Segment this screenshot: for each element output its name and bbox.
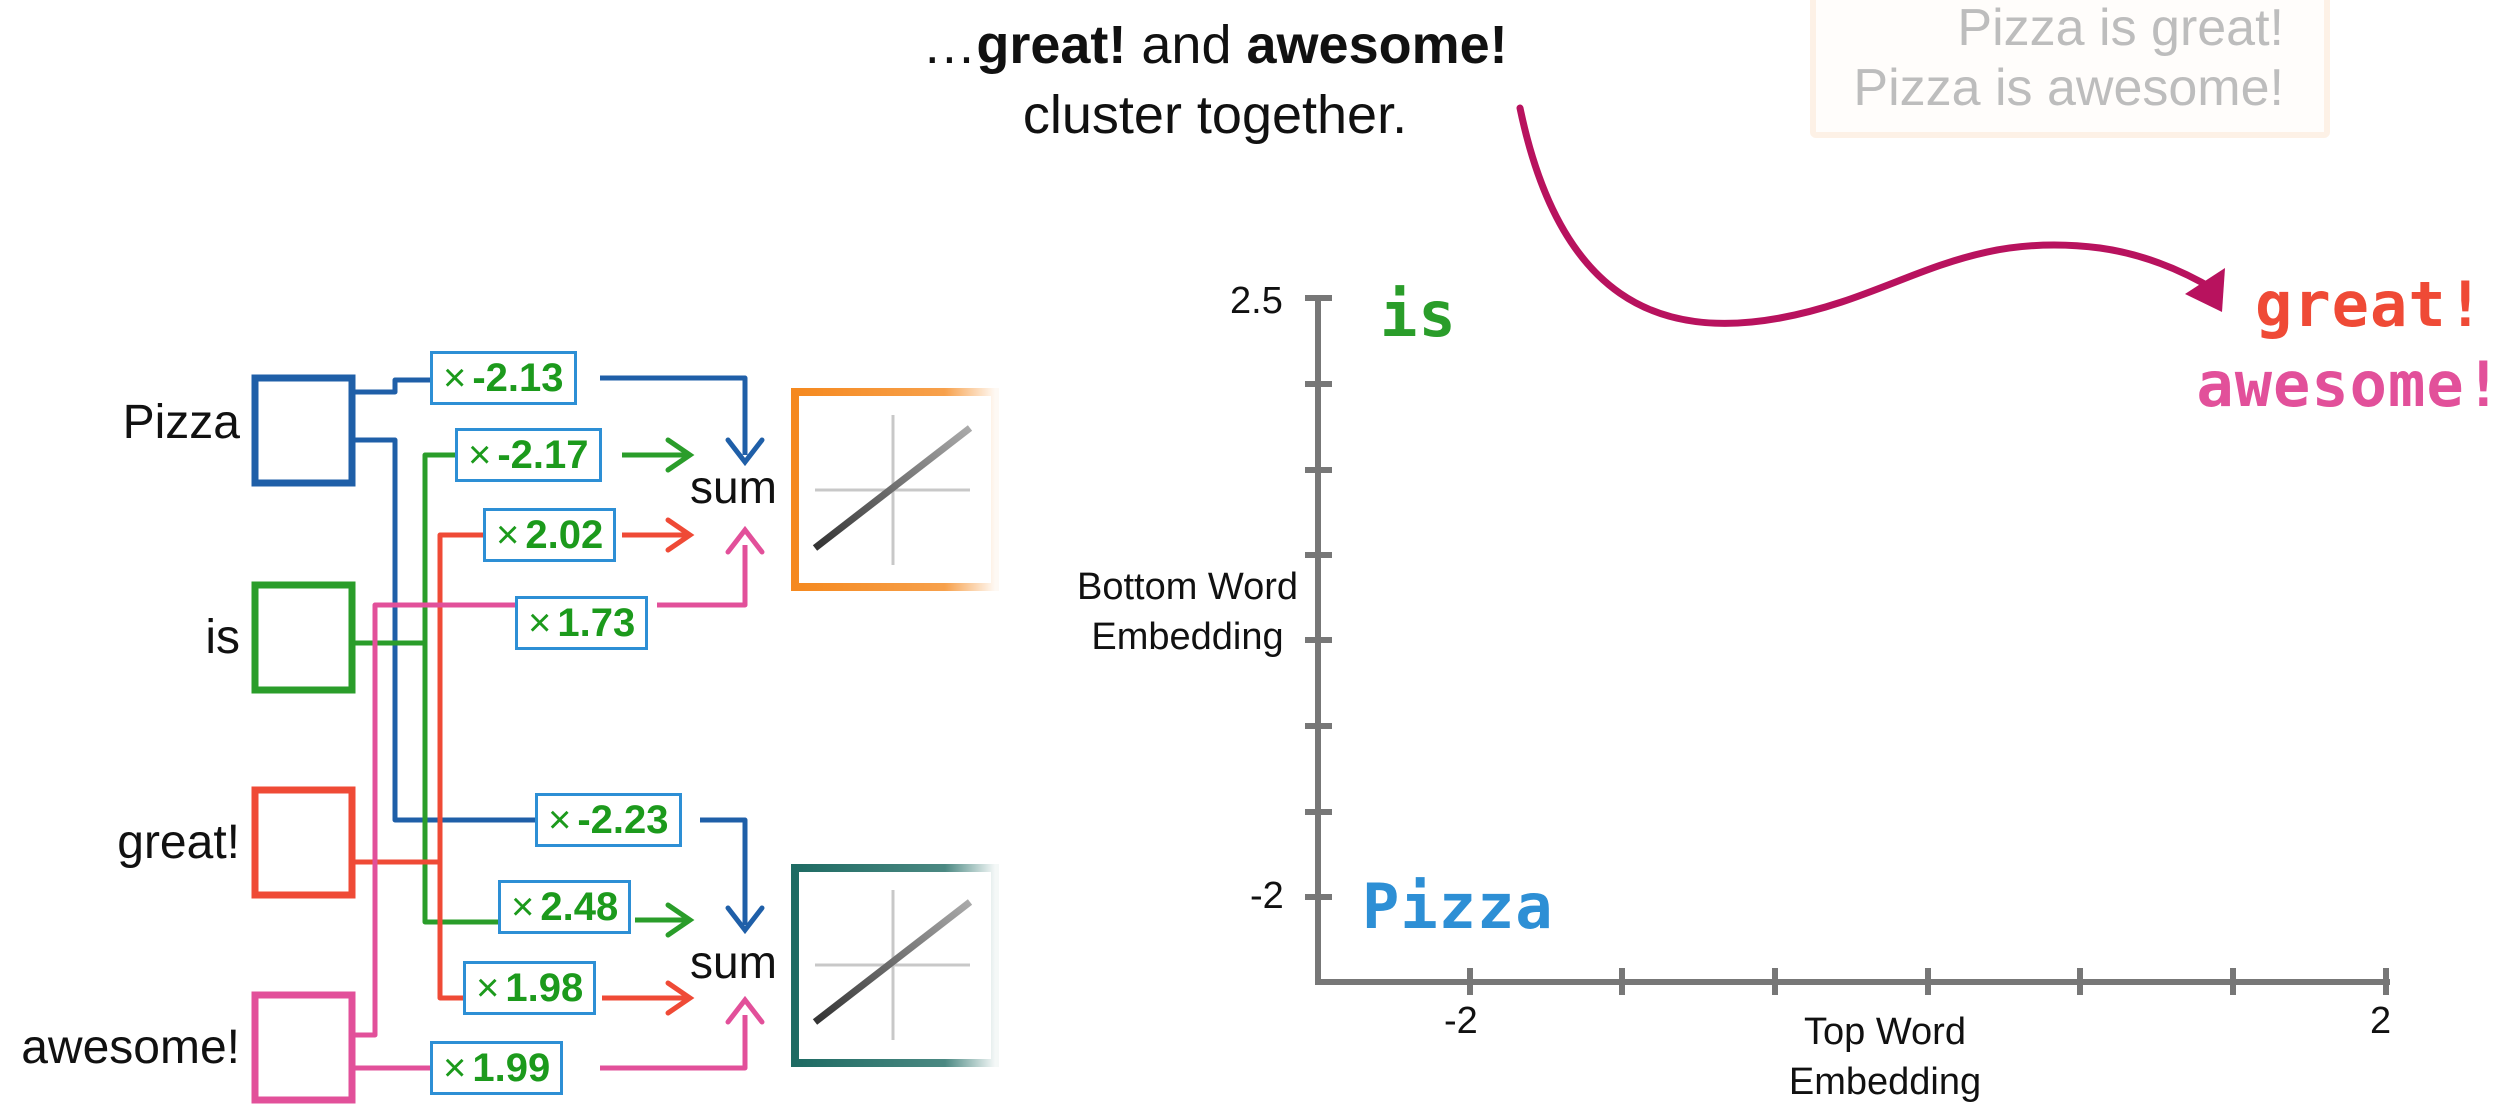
arrowhead-icon bbox=[725, 525, 765, 555]
input-node-pizza bbox=[251, 374, 356, 487]
wire-awesome-bottom bbox=[352, 1015, 748, 1071]
x-tick-label-right: 2 bbox=[2370, 1000, 2392, 1042]
input-node-awesome bbox=[251, 991, 356, 1104]
activation-node-bottom bbox=[791, 864, 999, 1067]
wire-awesome-top bbox=[352, 545, 748, 1038]
arrowhead-icon bbox=[725, 437, 765, 467]
arrowhead-icon bbox=[2185, 268, 2225, 312]
y-tick-label-bottom: -2 bbox=[1250, 875, 1284, 917]
input-node-great bbox=[251, 786, 356, 899]
weight-box: × 1.98 bbox=[463, 961, 597, 1015]
wire-great-top bbox=[352, 532, 690, 865]
wire-great-bottom bbox=[437, 862, 690, 1001]
caption-bold-awesome: awesome! bbox=[1246, 15, 1508, 75]
sentence-2: Pizza is awesome! bbox=[1853, 59, 2284, 117]
y-axis-title: Bottom Word Embedding bbox=[1076, 566, 1299, 658]
arrowhead-icon bbox=[725, 905, 765, 935]
wire-pizza-top bbox=[352, 375, 748, 455]
weight-box: × 1.73 bbox=[515, 596, 649, 650]
weight-box: × 1.99 bbox=[430, 1041, 564, 1095]
point-label-great: great! bbox=[2255, 268, 2485, 341]
point-label-awesome: awesome! bbox=[2196, 348, 2503, 421]
weight-box: × -2.23 bbox=[535, 793, 682, 847]
input-label-awesome: awesome! bbox=[21, 1021, 240, 1074]
cluster-arrow bbox=[1516, 104, 2225, 327]
point-label-is: is bbox=[1380, 278, 1457, 351]
weight-box: × -2.17 bbox=[455, 428, 602, 482]
input-node-is bbox=[251, 581, 356, 694]
wire-is-top bbox=[352, 452, 690, 646]
network-wires bbox=[352, 375, 748, 1071]
weight-box: × -2.13 bbox=[430, 351, 577, 405]
arrowhead-icon bbox=[665, 437, 695, 473]
caption-bold-great: great! bbox=[976, 15, 1127, 75]
caption: …great! and awesome! cluster together. bbox=[830, 10, 1600, 150]
caption-line-2: cluster together. bbox=[1022, 85, 1408, 145]
sentences-box: Pizza is great! Pizza is awesome! bbox=[1810, 0, 2330, 138]
caption-prefix: … bbox=[922, 15, 977, 75]
y-tick-label-top: 2.5 bbox=[1230, 280, 1283, 322]
caption-middle: and bbox=[1126, 15, 1247, 75]
wire-is-bottom bbox=[422, 643, 690, 925]
arrowhead-icon bbox=[665, 980, 695, 1016]
chart-axes bbox=[1305, 295, 2390, 995]
weight-box: × 2.02 bbox=[483, 508, 617, 562]
x-axis-title: Top Word Embedding bbox=[1788, 1011, 1982, 1103]
activation-node-top bbox=[791, 388, 999, 591]
x-tick-label-left: -2 bbox=[1444, 1000, 1478, 1042]
sum-label-top: sum bbox=[690, 461, 777, 513]
input-nodes bbox=[251, 374, 356, 1104]
wire-pizza-bottom bbox=[352, 437, 748, 925]
input-label-is: is bbox=[205, 611, 240, 664]
weight-box: × 2.48 bbox=[498, 880, 632, 934]
input-label-pizza: Pizza bbox=[122, 396, 240, 449]
sum-label-bottom: sum bbox=[690, 936, 777, 988]
arrowhead-icon bbox=[665, 517, 695, 553]
arrowhead-icon bbox=[725, 995, 765, 1025]
point-label-pizza: Pizza bbox=[1362, 870, 1554, 943]
arrowhead-icon bbox=[665, 902, 695, 938]
input-label-great: great! bbox=[117, 816, 240, 869]
network-arrowheads bbox=[665, 437, 765, 1025]
sentence-1: Pizza is great! bbox=[1957, 0, 2284, 57]
